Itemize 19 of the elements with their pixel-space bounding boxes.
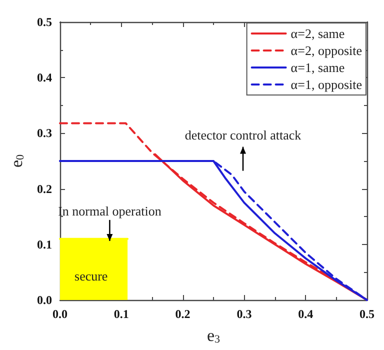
y-tick-label: 0.3 [37, 126, 52, 140]
x-tick-label: 0.0 [52, 307, 68, 321]
x-tick-label: 0.1 [114, 307, 129, 321]
y-tick-label: 0.1 [37, 237, 52, 252]
y-tick-label: 0.5 [37, 15, 52, 29]
annotation: secure [74, 268, 108, 284]
legend-label: α=1, same [290, 60, 345, 75]
x-tick-label: 0.2 [175, 307, 190, 321]
y-tick-label: 0.4 [37, 70, 52, 85]
annotation: detector control attack [184, 127, 302, 142]
y-tick-label: 0.2 [37, 182, 52, 196]
legend-label: α=2, opposite [290, 43, 362, 58]
x-tick-label: 0.4 [298, 307, 314, 321]
legend-label: α=2, same [290, 26, 345, 41]
y-tick-label: 0.0 [37, 293, 52, 307]
y-axis-title: e0 [7, 154, 26, 168]
x-tick-label: 0.5 [360, 307, 374, 321]
x-tick-label: 0.3 [236, 307, 252, 321]
legend-label: α=1, opposite [290, 77, 362, 92]
